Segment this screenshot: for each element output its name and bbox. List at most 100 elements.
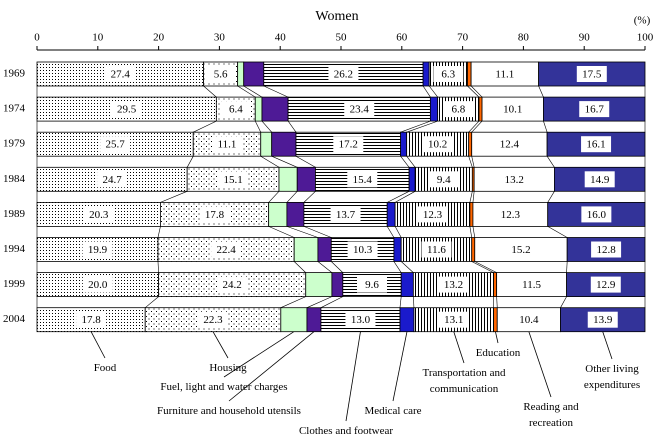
label-box	[220, 101, 251, 118]
bar-segment	[469, 201, 474, 227]
label-box	[205, 66, 236, 82]
label-box	[345, 311, 376, 328]
label-box	[82, 241, 113, 258]
x-tick-label: 60	[396, 32, 408, 44]
series-label: Other living expenditures	[583, 363, 641, 391]
value-label: 19.9	[88, 244, 108, 256]
bar-segment	[286, 201, 305, 227]
chart-title: Women	[315, 9, 358, 24]
value-label: 26.2	[334, 69, 353, 81]
value-label: 10.4	[519, 314, 539, 326]
connector	[193, 120, 217, 133]
label-box	[494, 136, 525, 153]
connector	[280, 296, 306, 308]
bar-segment	[296, 166, 316, 192]
leader-line	[528, 331, 552, 398]
connector	[268, 226, 295, 238]
connector	[387, 191, 410, 203]
connector	[243, 85, 263, 98]
connector	[400, 261, 414, 273]
label-box	[433, 66, 464, 82]
value-label: 13.7	[336, 209, 356, 221]
connector	[157, 226, 161, 238]
connector	[400, 120, 431, 133]
connector	[203, 85, 217, 98]
label-box	[328, 66, 359, 82]
connector	[471, 261, 494, 273]
connector	[186, 156, 194, 168]
leader-line	[223, 331, 295, 378]
bar-segment	[386, 201, 396, 227]
bar-segment	[493, 272, 498, 298]
value-label: 11.1	[495, 69, 514, 81]
connector	[386, 226, 395, 238]
bar-segment	[393, 237, 402, 262]
value-label: 13.2	[444, 279, 463, 291]
value-label: 6.8	[451, 104, 465, 116]
x-tick-label: 20	[153, 32, 165, 44]
series-label: Food	[93, 362, 117, 374]
series-label: Housing	[209, 362, 247, 374]
value-label: 16.1	[586, 139, 605, 151]
value-label: 17.8	[205, 209, 225, 221]
connector	[547, 226, 568, 238]
value-label: 24.7	[102, 174, 122, 186]
connector	[422, 85, 431, 98]
y-tick-label: 1979	[3, 138, 26, 150]
label-box	[516, 276, 547, 293]
label-box	[417, 206, 448, 223]
bar-segment	[317, 237, 332, 262]
bar-segment	[237, 61, 245, 87]
connector	[317, 261, 333, 273]
connector	[472, 191, 475, 203]
y-tick-label: 1989	[3, 208, 26, 220]
value-label: 22.3	[203, 314, 223, 326]
leader-line	[495, 331, 499, 344]
value-label: 25.7	[106, 139, 126, 151]
connector	[293, 261, 306, 273]
connector	[543, 121, 548, 133]
label-box	[105, 66, 136, 82]
y-tick-label: 1999	[3, 278, 26, 290]
label-box	[421, 241, 452, 258]
label-box	[347, 241, 378, 258]
connector	[303, 191, 316, 203]
label-box	[83, 206, 114, 223]
value-label: 20.3	[89, 209, 109, 221]
value-label: 12.8	[596, 244, 616, 256]
bar-segment	[422, 61, 430, 87]
label-box	[347, 171, 378, 188]
series-label: Medical care	[364, 405, 422, 417]
bar-segment	[478, 96, 483, 122]
connector	[470, 85, 483, 98]
connector	[566, 261, 568, 273]
connector	[538, 85, 544, 98]
leader-line	[345, 331, 361, 422]
x-tick-label: 90	[579, 32, 591, 44]
value-label: 13.2	[505, 174, 524, 186]
connector	[547, 191, 555, 203]
bar-segment	[278, 166, 298, 192]
series-label: Furniture and household utensils	[157, 405, 301, 417]
connector	[469, 226, 473, 238]
connector	[468, 156, 473, 168]
bar-segment	[268, 201, 288, 227]
connector	[560, 296, 567, 308]
connector	[406, 156, 416, 168]
y-tick-label: 1974	[3, 103, 26, 115]
value-label: 29.5	[117, 104, 137, 116]
connector	[306, 296, 333, 308]
value-label: 10.3	[353, 244, 373, 256]
y-tick-label: 1994	[3, 243, 26, 255]
connector	[428, 85, 438, 98]
label-box	[212, 136, 242, 153]
connector	[237, 85, 256, 98]
leader-line	[453, 331, 465, 364]
connector	[268, 191, 280, 203]
y-tick-label: 1969	[3, 68, 26, 80]
series-label: Education	[475, 347, 521, 359]
value-label: 14.9	[590, 174, 610, 186]
connector	[472, 226, 476, 238]
leader-line	[228, 331, 315, 402]
